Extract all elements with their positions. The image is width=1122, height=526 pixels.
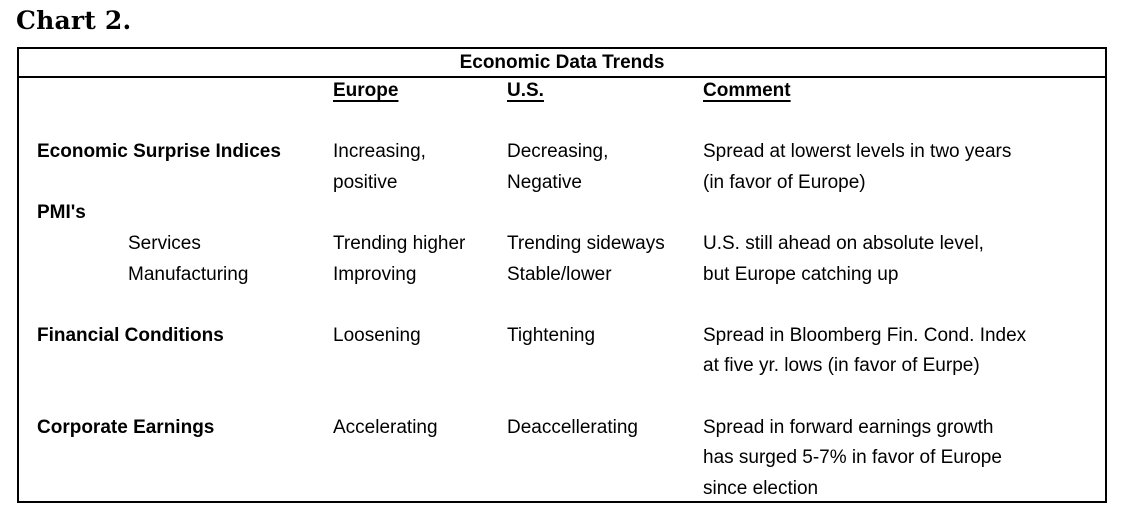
row-label: Corporate Earnings	[37, 416, 215, 438]
row-label: Economic Surprise Indices	[37, 141, 281, 163]
comment-value: Spread in Bloomberg Fin. Cond. Index at …	[703, 324, 1027, 377]
spacer-row	[37, 382, 1105, 413]
europe-value: Improving	[333, 263, 417, 285]
table-row-financial-conditions: Financial Conditions Loosening Tightenin…	[37, 321, 1105, 382]
table-row-corporate-earnings: Corporate Earnings Accelerating Deaccell…	[37, 413, 1105, 501]
comment-value: Spread at lowerst levels in two years (i…	[703, 141, 1012, 193]
europe-value: Accelerating	[333, 416, 438, 438]
table-body: Europe U.S. Comment Economic Surprise In…	[19, 76, 1105, 501]
europe-value: Increasing, positive	[333, 141, 426, 193]
table-row-pmis: PMI's	[37, 198, 1105, 229]
europe-value	[333, 198, 507, 229]
us-value: Tightening	[507, 324, 596, 346]
table-title: Economic Data Trends	[459, 51, 665, 73]
table-row-services: Services Trending higher Trending sidewa…	[37, 229, 1105, 260]
table-row-economic-surprise-indices: Economic Surprise Indices Increasing, po…	[37, 137, 1105, 198]
row-label: Financial Conditions	[37, 324, 224, 346]
comment-value	[703, 198, 1105, 229]
column-header-row: Europe U.S. Comment	[37, 76, 1105, 107]
spacer-row	[37, 107, 1105, 138]
europe-value: Trending higher	[333, 232, 466, 254]
us-value: Decreasing, Negative	[507, 141, 609, 193]
table-title-row: Economic Data Trends	[19, 49, 1105, 78]
us-value: Trending sideways	[507, 232, 665, 254]
economic-data-trends-table: Economic Data Trends Europe U.S. Comment…	[17, 47, 1107, 503]
comment-value: but Europe catching up	[703, 263, 899, 285]
column-header-europe: Europe	[333, 80, 399, 101]
europe-value: Loosening	[333, 324, 421, 346]
us-value	[507, 198, 703, 229]
row-label: Manufacturing	[128, 263, 249, 285]
row-label: Services	[128, 232, 201, 254]
column-header-label	[37, 76, 333, 107]
us-value: Stable/lower	[507, 263, 612, 285]
column-header-comment: Comment	[703, 80, 791, 101]
comment-value: U.S. still ahead on absolute level,	[703, 232, 984, 254]
chart-caption: Chart 2.	[16, 6, 132, 35]
comment-value: Spread in forward earnings growth has su…	[703, 416, 1002, 499]
spacer-row	[37, 290, 1105, 321]
us-value: Deaccellerating	[507, 416, 638, 438]
column-header-us: U.S.	[507, 80, 544, 101]
table-row-manufacturing: Manufacturing Improving Stable/lower but…	[37, 260, 1105, 291]
row-label: PMI's	[37, 202, 86, 224]
